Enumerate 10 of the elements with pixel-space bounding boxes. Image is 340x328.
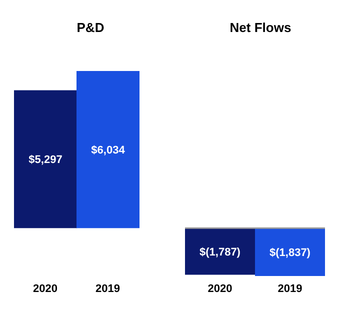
x-tick-label: 2020 [33, 282, 58, 295]
x-tick-label: 2020 [208, 282, 232, 295]
x-tick-label: 2019 [96, 282, 120, 295]
data-label: $5,297 [28, 154, 62, 166]
data-label: $(1,837) [270, 246, 311, 259]
x-tick-label: 2019 [278, 282, 302, 295]
data-label: $6,034 [91, 144, 126, 156]
chart-title: P&D [76, 19, 106, 37]
chart-title: Net Flows [228, 19, 292, 37]
data-label: $(1,787) [200, 246, 241, 258]
